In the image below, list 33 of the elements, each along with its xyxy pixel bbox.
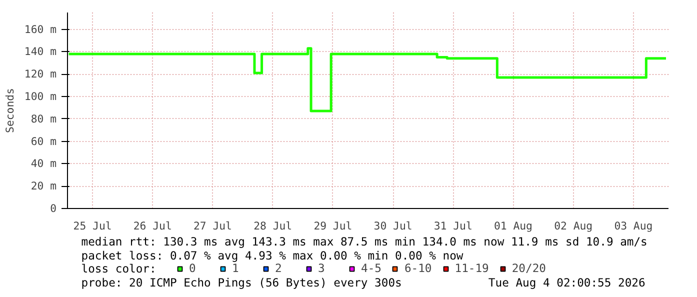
- legend-label: 4-5: [361, 261, 382, 275]
- y-axis-title: Seconds: [3, 88, 16, 133]
- y-tick-label: 40 m: [30, 157, 57, 170]
- x-tick-label: 31 Jul: [434, 220, 472, 232]
- x-tick-label: 29 Jul: [314, 220, 352, 232]
- x-tick-label: 03 Aug: [614, 220, 653, 232]
- y-tick-label: 80 m: [30, 112, 57, 126]
- y-tick-label: 60 m: [30, 134, 57, 148]
- x-tick-label: 26 Jul: [133, 220, 172, 232]
- legend-label: 3: [318, 261, 326, 275]
- y-tick-label: 0: [50, 202, 57, 215]
- legend-label: 1: [232, 261, 240, 275]
- text: Tue Aug 4 02:00:55 2026: [488, 276, 646, 290]
- y-tick-label: 20 m: [30, 180, 57, 193]
- legend-label: 2: [275, 261, 283, 275]
- x-tick-label: 25 Jul: [73, 220, 112, 232]
- text: median rtt: 130.3 ms avg 143.3 ms max 87.5 ms min 134.0 ms now 11.9 ms sd 10.9 am/s: [81, 234, 648, 248]
- y-tick-label: 160 m: [24, 22, 56, 36]
- y-tick-label: 140 m: [24, 45, 56, 58]
- x-tick-label: 30 Jul: [374, 220, 412, 232]
- legend-label: 11-19: [454, 261, 489, 275]
- y-tick-label: 100 m: [24, 90, 56, 103]
- y-tick-label: 120 m: [24, 68, 56, 81]
- legend-title: loss color:: [81, 262, 156, 276]
- x-tick-label: 02 Aug: [554, 220, 593, 232]
- text: packet loss: 0.07 % avg 4.93 % max 0.00 % min 0.00 % now: [81, 248, 464, 262]
- legend-label: 20/20: [512, 261, 546, 275]
- x-tick-label: 28 Jul: [254, 220, 292, 232]
- x-tick-label: 01 Aug: [494, 220, 532, 232]
- x-tick-label: 27 Jul: [193, 220, 232, 232]
- text: probe: 20 ICMP Echo Pings (56 Bytes) every 300s: [81, 276, 402, 290]
- legend-label: 0: [189, 261, 197, 275]
- legend-label: 6-10: [404, 261, 432, 275]
